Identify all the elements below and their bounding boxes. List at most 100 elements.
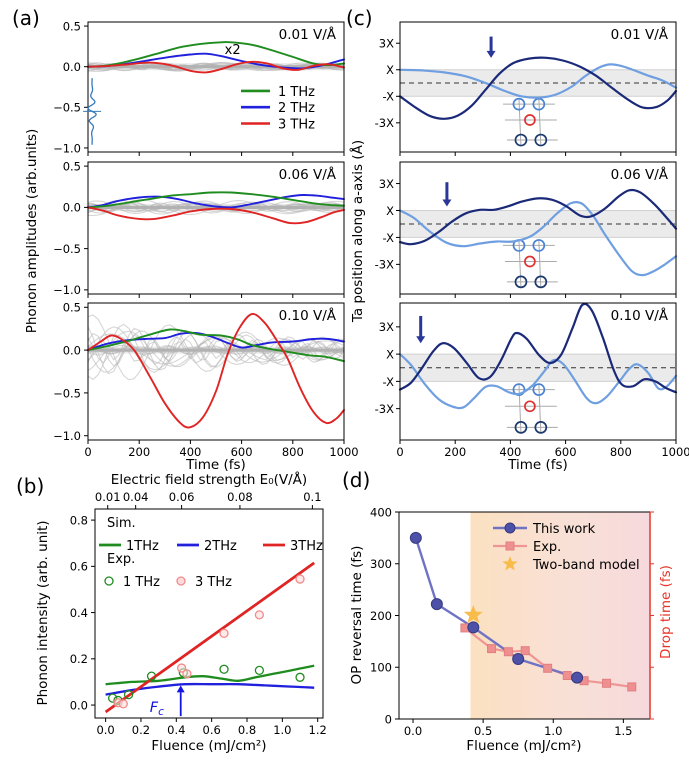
series-3thz [87,313,345,429]
ta-light-series [398,63,678,99]
x-tick-label: 0.4 [167,723,185,737]
panel-d-ylabel-left: OP reversal time (fs) [349,546,365,685]
exp-point-1thz [219,664,229,674]
exp-square-marker [503,647,513,657]
panel-c-axes-frame [399,161,677,295]
y-tick-label: -X [383,90,395,104]
x-tick-label: 1.0 [544,724,562,738]
scale-annotation: x2 [225,43,241,58]
panel-c-subplot-0: 3X X -X -3X 0.01 V/Å [375,21,678,156]
series-3thz [87,60,345,74]
this-work-circle-marker [430,598,443,611]
series-1thz [87,191,345,209]
excitation-arrow-head [486,50,496,58]
top-tick-label: 0.1 [303,490,321,504]
exp-point-3thz [182,669,192,679]
series-1thz [87,41,345,68]
x-tick-label: 1.5 [614,724,632,738]
panel-d-xlabel: Fluence (mJ/cm²) [466,738,581,754]
background-phonon-mode [87,337,345,364]
inset-center-atom-icon [524,255,536,268]
x-tick-label: 600 [231,445,253,459]
sim-line-3thz [104,561,316,714]
y-tick-label: 0.5 [63,301,81,315]
panel-a-label: (a) [12,6,40,30]
legend-label-this-work: This work [532,522,596,537]
inset-lattice-line [518,239,522,288]
y-tick-label: 0.5 [63,19,81,33]
exp-point-1thz [295,672,305,682]
legend-marker-exp [505,541,515,551]
x-tick-label: 200 [444,445,466,459]
panel-a-subplot-1: 0.5 0.0 −0.5 −1.0 0.06 V/Å [53,159,345,298]
y-tick-label: 3X [379,37,394,51]
inset-center-atom-icon [524,400,536,413]
x-tick-label: 200 [128,445,150,459]
top-tick-label: 0.06 [169,490,195,504]
exp-point-1thz [108,693,118,703]
legend-label-sim-thz3: 3THz [290,539,323,554]
background-phonon-mode [87,200,345,215]
field-strength-label: 0.10 V/Å [611,307,669,324]
sim-line-1thz [105,664,315,686]
panel-b-ylabel: Phonon intensity (arb. unit) [35,520,51,705]
legend-marker-exp-thz3 [176,576,186,586]
y-tick-label: −0.5 [53,242,81,256]
y-tick-label: 3X [379,177,394,191]
inset-lattice-line [538,239,542,288]
y-tick-label: 3X [379,320,394,334]
legend-label-thz3: 3 THz [278,117,315,132]
legend-marker-exp-thz1 [104,576,114,586]
y-tick-label: 0.8 [70,513,88,527]
inset-ta-atom-down-icon [534,275,548,289]
ta-dark-series [398,188,678,246]
y-tick-label: -X [383,231,395,245]
exp-point-3thz [295,574,305,584]
x-tick-label: 1.0 [273,723,291,737]
panel-a-xlabel: Time (fs) [185,457,246,473]
y-tick-label: X [386,204,394,218]
ta-dark-series [398,302,678,394]
inset-lattice-line [518,98,522,147]
legend-label-thz2: 2 THz [278,101,315,116]
panel-a-axes-frame [87,302,345,441]
x-tick-label: 1.2 [309,723,327,737]
panel-d-chart: 0.0 0.5 1.0 1.5 0 100 200 300 400 This work Exp. Tw… [370,505,654,738]
top-tick-label: 0.04 [123,490,149,504]
inset-ta-atom-down-icon [514,133,528,147]
inset-ta-atom-down-icon [534,421,548,434]
legend-label-exp-thz1: 1 THz [123,575,160,590]
x-tick-label: 1000 [661,445,689,459]
legend-marker-this-work [504,522,516,534]
background-phonon-mode [87,63,345,71]
inset-ta-atom-down-icon [514,275,528,289]
x-tick-label: 0.2 [132,723,150,737]
inset-ta-atom-up-icon [512,383,526,396]
field-strength-label: 0.06 V/Å [611,166,669,183]
y-tick-label: -3X [375,116,394,130]
exp-square-marker [627,682,637,692]
y-tick-label: −1.0 [53,141,81,155]
x-tick-label: 0.5 [474,724,492,738]
panel-c-subplot-1: 3X X -X -3X 0.06 V/Å [375,161,678,298]
legend-exp-header: Exp. [107,552,135,567]
legend-label-exp: Exp. [533,540,561,555]
field-strength-label: 0.06 V/Å [279,166,337,183]
y-tick-label: 0.0 [70,698,88,712]
field-strength-label: 0.01 V/Å [611,26,669,43]
background-phonon-mode [87,202,345,213]
y-tick-label: 0.6 [70,560,88,574]
crystal-structure-inset [502,97,558,147]
y-tick-label: -X [383,375,395,389]
y-tick-label: X [386,63,394,77]
y-tick-label: 0.4 [70,606,88,620]
exp-square-marker [520,646,530,656]
panel-b-label: (b) [16,474,45,498]
y-tick-label: 0.0 [63,201,81,215]
x-tick-label: 0.8 [238,723,256,737]
exp-point-1thz [146,671,157,681]
exp-point-3thz [254,610,265,620]
panel-c-xlabel: Time (fs) [507,457,568,473]
